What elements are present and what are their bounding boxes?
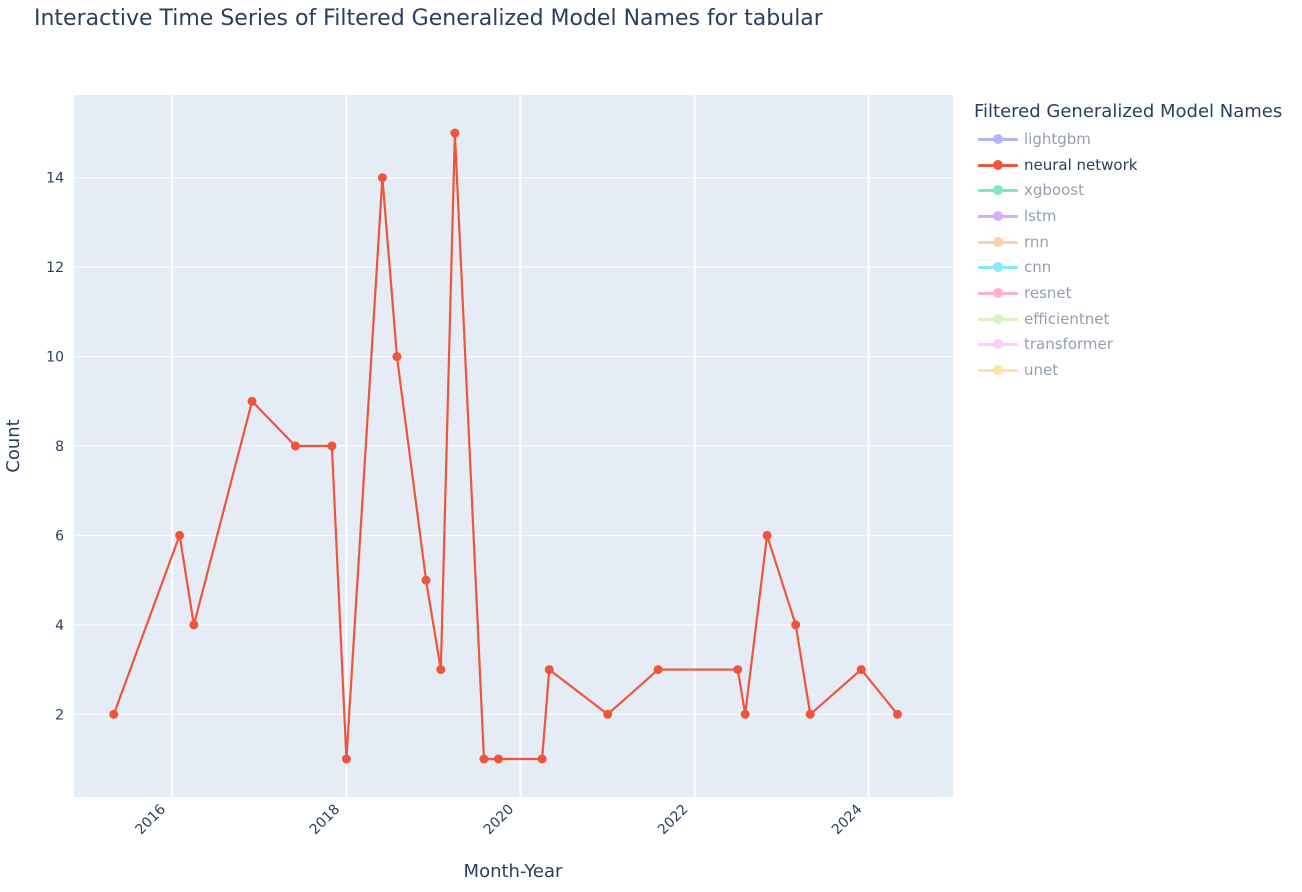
data-point[interactable] [175, 530, 185, 540]
data-point[interactable] [791, 620, 801, 630]
data-point[interactable] [544, 665, 554, 675]
data-point[interactable] [392, 352, 402, 362]
legend-label: rnn [1024, 232, 1049, 251]
data-point[interactable] [653, 665, 663, 675]
legend-item[interactable]: rnn [974, 229, 1282, 255]
legend-label: neural network [1024, 155, 1138, 174]
data-point[interactable] [762, 530, 772, 540]
legend-item[interactable]: transformer [974, 332, 1282, 358]
x-tick-label: 2024 [829, 801, 866, 838]
legend-swatch-icon [978, 337, 1018, 351]
chart-title: Interactive Time Series of Filtered Gene… [34, 6, 823, 31]
legend-swatch-icon [978, 363, 1018, 377]
data-point[interactable] [290, 441, 300, 451]
legend-label: cnn [1024, 258, 1052, 277]
legend-item[interactable]: lstm [974, 203, 1282, 229]
y-tick-label: 12 [46, 260, 64, 276]
y-tick-label: 6 [55, 528, 64, 544]
legend-item[interactable]: efficientnet [974, 306, 1282, 332]
series-layer [109, 128, 902, 764]
y-tick-label: 8 [55, 439, 64, 455]
legend-swatch-icon [978, 209, 1018, 223]
y-tick-label: 14 [46, 171, 64, 187]
legend-label: transformer [1024, 335, 1113, 354]
data-point[interactable] [805, 709, 815, 719]
x-tick-label: 2016 [133, 801, 170, 838]
legend-item[interactable]: xgboost [974, 177, 1282, 203]
y-axis-title: Count [3, 419, 24, 472]
data-point[interactable] [493, 754, 503, 764]
data-point[interactable] [733, 665, 743, 675]
data-point[interactable] [109, 709, 119, 719]
data-point[interactable] [856, 665, 866, 675]
y-tick-label: 4 [55, 618, 64, 634]
legend-swatch-icon [978, 158, 1018, 172]
x-tick-label: 2022 [655, 802, 692, 839]
data-point[interactable] [421, 575, 431, 585]
legend-label: efficientnet [1024, 309, 1110, 328]
data-point[interactable] [479, 754, 489, 764]
legend-label: resnet [1024, 283, 1072, 302]
legend-items: lightgbm neural network xgboost lstm rnn cnn r… [974, 126, 1282, 383]
data-point[interactable] [377, 173, 387, 183]
x-axis-title: Month-Year [464, 861, 563, 882]
legend-swatch-icon [978, 132, 1018, 146]
x-axis-ticks: 2016 2018 2020 2022 2024 [133, 801, 866, 838]
legend-label: unet [1024, 361, 1059, 380]
data-point[interactable] [341, 754, 351, 764]
data-point[interactable] [740, 709, 750, 719]
data-point[interactable] [327, 441, 337, 451]
data-point[interactable] [603, 709, 613, 719]
data-point[interactable] [450, 128, 460, 138]
legend-swatch-icon [978, 183, 1018, 197]
legend-item[interactable]: neural network [974, 152, 1282, 178]
grid-lines [74, 95, 953, 797]
data-point[interactable] [537, 754, 547, 764]
legend-label: lightgbm [1024, 129, 1091, 148]
legend-swatch-icon [978, 235, 1018, 249]
legend-label: xgboost [1024, 181, 1084, 200]
x-tick-label: 2018 [307, 802, 344, 839]
data-point[interactable] [892, 709, 902, 719]
data-point[interactable] [436, 665, 446, 675]
legend-swatch-icon [978, 312, 1018, 326]
legend-item[interactable]: unet [974, 357, 1282, 383]
data-point[interactable] [189, 620, 199, 630]
legend-title: Filtered Generalized Model Names [974, 101, 1283, 122]
y-tick-label: 10 [46, 350, 64, 366]
legend-item[interactable]: resnet [974, 280, 1282, 306]
legend-item[interactable]: cnn [974, 254, 1282, 280]
legend-swatch-icon [978, 260, 1018, 274]
legend: Filtered Generalized Model Names lightgb… [974, 101, 1282, 383]
y-tick-label: 2 [55, 707, 64, 723]
legend-label: lstm [1024, 206, 1057, 225]
legend-swatch-icon [978, 286, 1018, 300]
x-tick-label: 2020 [481, 802, 518, 839]
data-point[interactable] [247, 396, 257, 406]
y-axis-ticks: 2 4 6 8 10 12 14 [46, 171, 64, 724]
legend-item[interactable]: lightgbm [974, 126, 1282, 152]
